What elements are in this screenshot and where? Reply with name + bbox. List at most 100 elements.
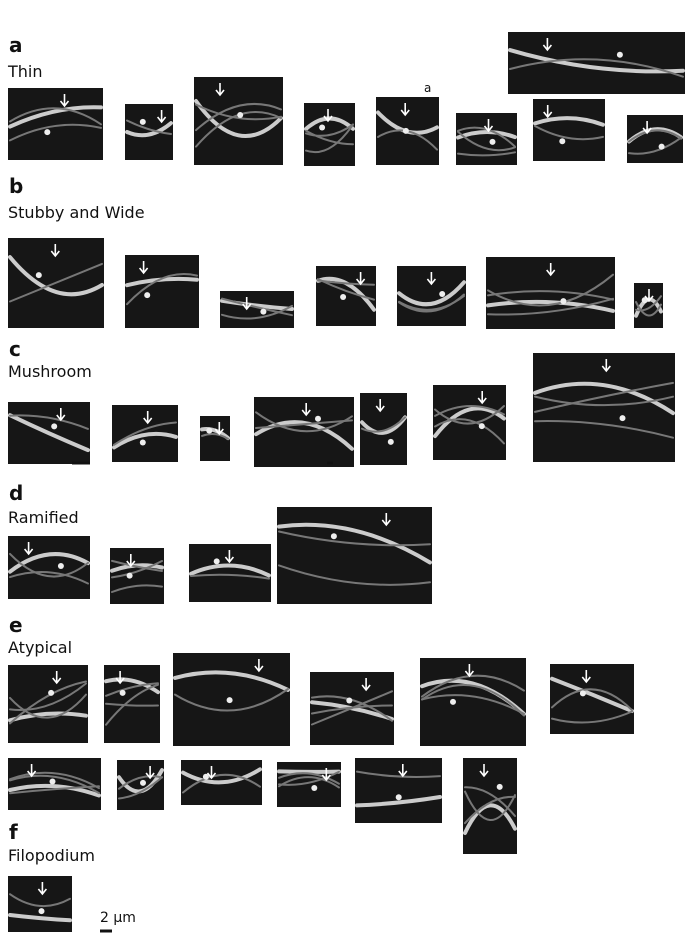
arrow	[143, 411, 153, 425]
arrow	[355, 272, 366, 286]
dendrite	[356, 770, 441, 778]
dendrite	[464, 786, 516, 817]
spine	[226, 697, 233, 704]
dendrite	[533, 381, 675, 416]
dendrite	[635, 301, 662, 317]
arrow	[381, 513, 391, 527]
panel-title: Thin	[7, 62, 43, 81]
spine	[139, 118, 146, 125]
arrow	[323, 109, 333, 123]
spine	[559, 138, 566, 145]
dendrite	[110, 563, 164, 573]
dendrite	[278, 776, 340, 789]
arrow	[145, 766, 155, 780]
dendrite	[105, 682, 159, 697]
dendrite	[551, 710, 633, 724]
spine	[496, 783, 503, 790]
arrow	[138, 261, 149, 275]
arrow	[642, 121, 652, 135]
spine	[478, 423, 485, 430]
arrow	[56, 408, 66, 422]
dendrite	[8, 783, 101, 798]
arrow	[23, 542, 34, 556]
arrow	[426, 272, 437, 286]
spine	[387, 438, 394, 445]
dendrite	[111, 559, 163, 572]
arrow	[26, 764, 37, 778]
dendrite	[355, 795, 442, 808]
dendrite	[8, 255, 104, 297]
arrow	[115, 671, 125, 685]
micrograph	[8, 536, 90, 599]
dendrite	[125, 121, 173, 138]
spine	[346, 697, 353, 704]
spine	[38, 908, 45, 915]
dendrite	[9, 682, 87, 712]
spine	[57, 563, 64, 569]
arrow	[581, 670, 591, 684]
panel-title: Stubby and Wide	[8, 203, 145, 222]
arrow	[398, 764, 408, 778]
dendrite	[278, 770, 340, 786]
dendrite	[194, 99, 283, 138]
dendrite	[8, 913, 72, 923]
dendrite	[111, 584, 163, 593]
micrograph	[627, 115, 683, 163]
dendrite	[509, 58, 684, 78]
dendrite	[457, 151, 516, 157]
dendrite	[277, 522, 432, 565]
dendrite	[118, 776, 163, 800]
dendrite	[534, 395, 674, 407]
dendrite	[305, 129, 354, 146]
arrow	[479, 764, 489, 778]
dendrite	[126, 272, 198, 306]
dendrite	[221, 304, 293, 320]
spine	[51, 423, 58, 430]
dendrite	[534, 381, 674, 413]
dendrite	[534, 420, 674, 439]
spine	[579, 690, 586, 697]
arrow	[224, 550, 235, 564]
spine	[140, 779, 146, 786]
spine	[439, 291, 446, 297]
dendrite	[421, 683, 525, 717]
dendrite	[398, 293, 465, 313]
micrograph	[277, 507, 432, 604]
dendrite	[9, 552, 89, 578]
dendrite	[9, 107, 102, 126]
spine	[139, 439, 146, 446]
dendrite	[628, 136, 682, 155]
dendrite	[487, 297, 614, 316]
micrograph	[125, 255, 199, 328]
spine	[35, 272, 42, 279]
dendrite	[534, 125, 604, 141]
arrow	[126, 554, 136, 568]
arrow	[361, 678, 371, 692]
arrow	[214, 422, 224, 436]
panel-title: Mushroom	[8, 362, 92, 381]
arrow	[52, 671, 62, 685]
dendrite	[421, 694, 525, 715]
spine	[213, 558, 220, 565]
dendrite	[8, 552, 90, 574]
arrow	[206, 766, 217, 780]
dendrite	[278, 530, 431, 547]
dendrite	[635, 295, 662, 312]
dendrite	[628, 129, 682, 143]
dendrite	[9, 893, 71, 908]
dendrite	[9, 693, 87, 719]
micrograph	[355, 758, 442, 823]
dendrite	[173, 670, 290, 692]
arrow	[215, 83, 225, 97]
micrograph	[8, 758, 101, 810]
dendrite	[9, 123, 102, 142]
micrograph	[456, 113, 517, 165]
arrow	[543, 105, 553, 119]
dendrite	[182, 773, 261, 794]
spine	[319, 124, 326, 131]
dendrite	[305, 123, 354, 154]
panel-label: d	[9, 481, 23, 505]
arrow	[601, 359, 611, 373]
spine	[144, 292, 151, 299]
spine	[126, 572, 133, 579]
